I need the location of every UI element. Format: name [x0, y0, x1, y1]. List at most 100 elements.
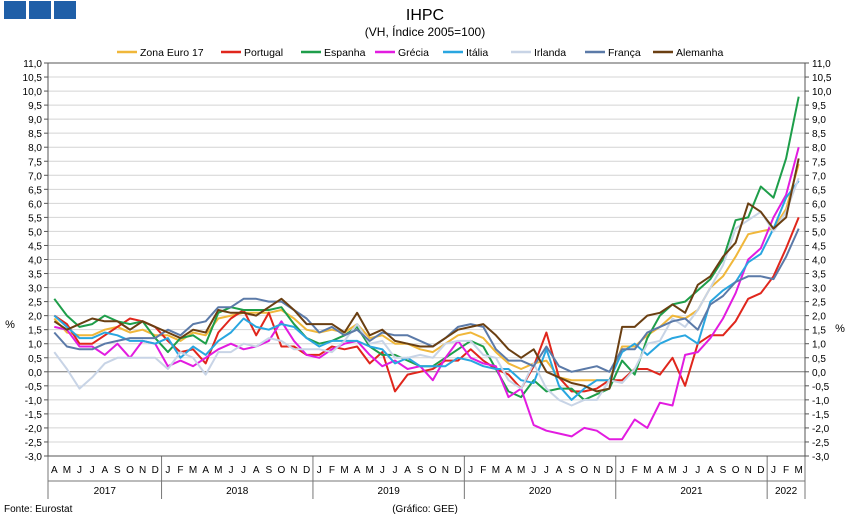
x-tick-label-month: J [544, 465, 549, 476]
y-tick-label: 3,0 [28, 284, 42, 295]
legend-label-irlanda: Irlanda [534, 47, 566, 59]
y-tick-label: 6,0 [812, 199, 826, 210]
y-axis-label-right: % [835, 323, 845, 335]
x-tick-label-month: N [139, 465, 146, 476]
x-tick-label-month: A [657, 465, 664, 476]
y-tick-label: -2,5 [25, 438, 43, 449]
x-tick-label-month: F [783, 465, 789, 476]
y-tick-label: 11,0 [812, 59, 831, 70]
logo-block-3 [54, 1, 76, 19]
x-tick-label-month: M [517, 465, 525, 476]
x-tick-label-month: J [531, 465, 536, 476]
x-tick-label-month: A [707, 465, 714, 476]
x-tick-label-month: D [454, 465, 461, 476]
gee-logo [4, 1, 76, 19]
legend-label-grecia: Grécia [398, 47, 429, 59]
x-tick-label-month: S [114, 465, 121, 476]
y-tick-label: -0,5 [25, 382, 43, 393]
x-tick-label-month: O [278, 465, 286, 476]
y-tick-label: 0,0 [812, 368, 826, 379]
y-tick-label: 3,5 [28, 270, 42, 281]
x-tick-label-month: M [492, 465, 500, 476]
x-tick-label-month: F [480, 465, 486, 476]
y-tick-label: -0,5 [812, 382, 830, 393]
x-tick-label-month: J [380, 465, 385, 476]
y-tick-label: 9,0 [28, 115, 42, 126]
y-tick-label: 4,5 [28, 241, 42, 252]
x-tick-label-month: D [303, 465, 310, 476]
logo-block-2 [29, 1, 51, 19]
legend-label-zona-euro-17: Zona Euro 17 [140, 47, 204, 59]
x-tick-label-month: J [228, 465, 233, 476]
x-tick-label-month: S [417, 465, 424, 476]
legend-label-portugal: Portugal [244, 47, 283, 59]
x-tick-label-month: A [354, 465, 361, 476]
x-tick-label-year: 2018 [226, 486, 249, 497]
y-tick-label: 3,5 [812, 270, 826, 281]
x-tick-label-month: N [745, 465, 752, 476]
x-tick-label-month: N [290, 465, 297, 476]
y-axis-label-left: % [5, 319, 15, 331]
x-tick-label-month: A [202, 465, 209, 476]
y-axis-left: 11,0 10,5 10,0 9,5 9,0 8,5 8,0 7,5 7,0 6,5 6,0 5,5 5… [23, 59, 48, 463]
y-tick-label: -3,0 [25, 452, 43, 463]
x-tick-label-month: M [340, 465, 348, 476]
x-tick-label-month: J [468, 465, 473, 476]
chart-legend: Zona Euro 17 Portugal Espanha Grécia Itália I… [117, 47, 723, 59]
y-tick-label: -1,0 [812, 396, 830, 407]
x-tick-label-month: D [152, 465, 159, 476]
y-tick-label: 8,0 [812, 143, 826, 154]
y-tick-label: 6,0 [28, 199, 42, 210]
x-tick-label-month: J [683, 465, 688, 476]
y-tick-label: 2,5 [812, 298, 826, 309]
y-tick-label: 4,5 [812, 241, 826, 252]
x-tick-label-month: A [101, 465, 108, 476]
x-tick-label-month: J [241, 465, 246, 476]
source-note: Fonte: Eurostat [4, 504, 73, 515]
y-tick-label: 7,0 [28, 171, 42, 182]
x-tick-label-month: J [695, 465, 700, 476]
y-tick-label: 0,5 [28, 354, 42, 365]
y-tick-label: 1,0 [28, 340, 42, 351]
x-tick-label-month: M [214, 465, 222, 476]
y-tick-label: 2,0 [812, 312, 826, 323]
y-tick-label: 9,0 [812, 115, 826, 126]
x-tick-label-month: M [366, 465, 374, 476]
y-tick-label: 2,5 [28, 298, 42, 309]
chart-title: IHPC [406, 7, 444, 24]
x-tick-label-month: O [429, 465, 437, 476]
x-tick-label-year: 2017 [94, 486, 117, 497]
y-tick-label: 10,0 [812, 87, 832, 98]
y-tick-label: 11,0 [23, 59, 42, 70]
x-tick-label-month: M [643, 465, 651, 476]
y-tick-label: 0,0 [28, 368, 42, 379]
x-tick-label-month: A [556, 465, 563, 476]
y-tick-label: -1,5 [812, 410, 830, 421]
y-tick-label: 5,5 [812, 213, 826, 224]
x-tick-label-month: S [720, 465, 727, 476]
x-tick-label-month: D [606, 465, 613, 476]
x-tick-label-month: O [580, 465, 588, 476]
y-tick-label: -2,5 [812, 438, 830, 449]
y-tick-label: 5,5 [28, 213, 42, 224]
legend-label-franca: França [608, 47, 641, 59]
x-tick-label-month: J [771, 465, 776, 476]
x-tick-label-month: N [593, 465, 600, 476]
y-tick-label: -1,0 [25, 396, 43, 407]
x-tick-label-year: 2020 [529, 486, 552, 497]
x-tick-label-month: S [265, 465, 272, 476]
x-tick-label-year: 2021 [680, 486, 703, 497]
y-tick-label: -2,0 [812, 424, 830, 435]
y-tick-label: 5,0 [28, 227, 42, 238]
plot-frame [47, 62, 806, 457]
chart-grid [48, 62, 805, 457]
x-tick-label-month: A [253, 465, 260, 476]
x-tick-label-month: J [392, 465, 397, 476]
y-tick-label: -3,0 [812, 452, 830, 463]
x-tick-label-month: J [77, 465, 82, 476]
x-tick-label-month: M [63, 465, 71, 476]
y-tick-label: 7,5 [28, 157, 42, 168]
y-tick-label: 4,0 [28, 256, 42, 267]
